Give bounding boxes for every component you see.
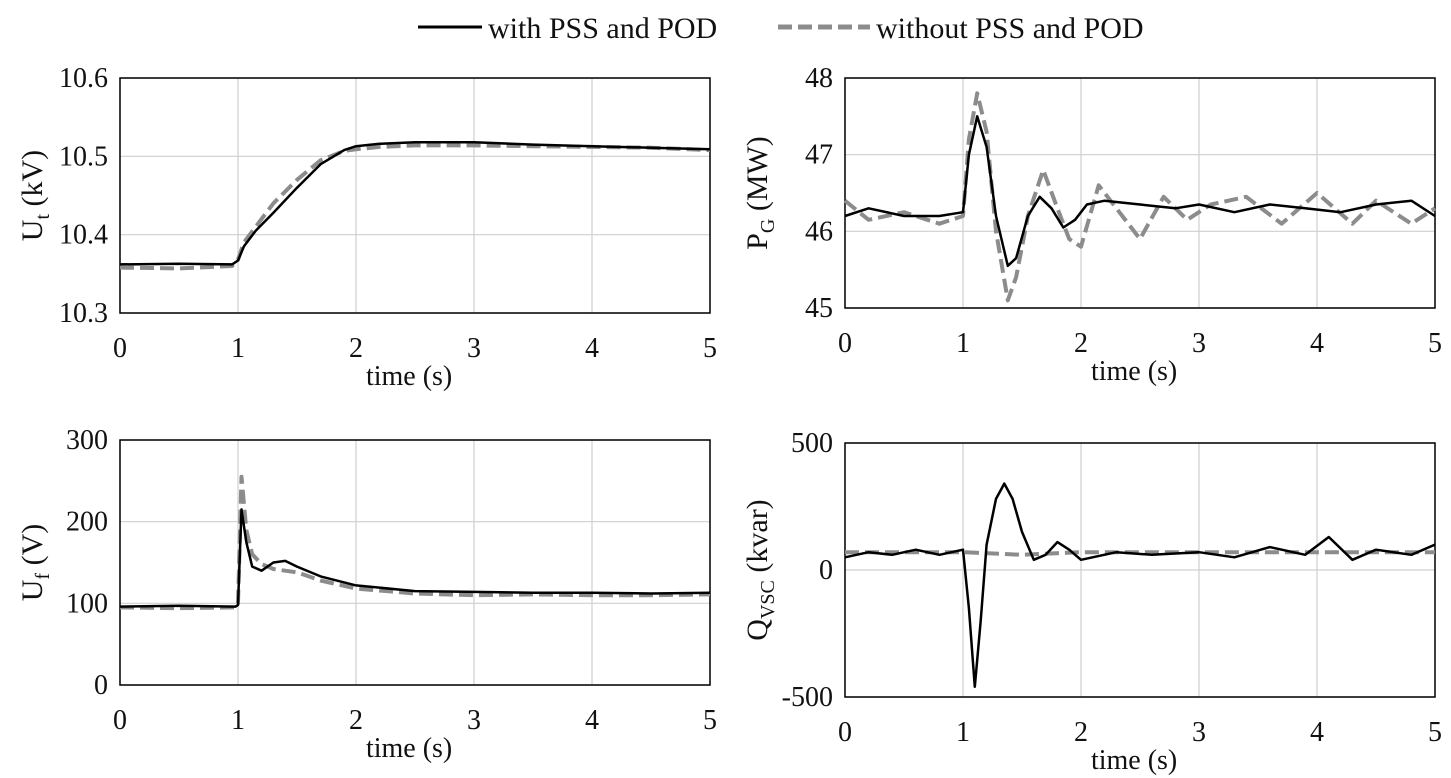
qvsc-series-with <box>844 482 1436 689</box>
qvsc-series-without <box>845 550 1435 557</box>
ut-ylabel-symbol: U <box>16 219 49 241</box>
qvsc-xtick-label: 4 <box>1310 717 1324 748</box>
qvsc-xlabel: time (s) <box>1091 745 1177 776</box>
ut-series-with <box>119 140 711 266</box>
pg-ytick-label: 45 <box>805 293 833 324</box>
uf-series-without <box>119 474 711 611</box>
qvsc-xtick-label: 1 <box>956 717 970 748</box>
qvsc-ytick-label: -500 <box>782 682 833 713</box>
pg-xtick-label: 4 <box>1310 328 1324 359</box>
ut-xtick-label: 0 <box>113 333 127 364</box>
pg-series-with <box>844 115 1436 268</box>
uf-ytick-label: 0 <box>94 670 108 701</box>
qvsc-ylabel: QVSC (kvar) <box>741 499 779 640</box>
ut-series-without <box>119 143 711 271</box>
pg-xtick-label: 5 <box>1428 328 1442 359</box>
qvsc-ylabel-symbol: Q <box>741 619 774 641</box>
pg-xlabel: time (s) <box>1091 356 1177 387</box>
pg-ytick-label: 48 <box>805 63 833 94</box>
qvsc-ylabel-subscript: VSC <box>757 580 779 619</box>
pg-xtick-label: 0 <box>838 328 852 359</box>
uf-ytick-label: 200 <box>66 507 108 538</box>
uf-ytick-label: 100 <box>66 588 108 619</box>
qvsc-xtick-label: 3 <box>1192 717 1206 748</box>
qvsc-ylabel-unit: (kvar) <box>741 499 774 580</box>
qvsc-frame <box>844 442 1436 698</box>
legend-label-with: with PSS and POD <box>488 12 717 45</box>
uf-xlabel: time (s) <box>366 733 452 764</box>
ut-ytick-label: 10.5 <box>59 141 108 172</box>
pg-xtick-label: 3 <box>1192 328 1206 359</box>
ut-ytick-label: 10.3 <box>59 298 108 329</box>
uf-xtick-label: 0 <box>113 705 127 736</box>
ut-xtick-label: 4 <box>585 333 599 364</box>
uf-xtick-label: 3 <box>467 705 481 736</box>
uf-ylabel-subscript: f <box>32 573 54 580</box>
ut-xlabel: time (s) <box>366 361 452 392</box>
pg-ylabel-symbol: P <box>741 233 774 250</box>
pg-series-without <box>843 91 1437 303</box>
uf-ylabel-symbol: U <box>16 579 49 601</box>
ut-xtick-label: 3 <box>467 333 481 364</box>
pg-ylabel-unit: (MW) <box>741 136 774 218</box>
pg-ylabel-subscript: G <box>757 219 779 233</box>
ut-xtick-label: 5 <box>703 333 717 364</box>
pg-frame <box>844 77 1436 309</box>
pg-xtick-label: 2 <box>1074 328 1088 359</box>
legend: with PSS and POD without PSS and POD <box>418 12 1144 45</box>
legend-label-without: without PSS and POD <box>876 12 1144 45</box>
ut-ytick-label: 10.6 <box>59 63 108 94</box>
uf-xtick-label: 2 <box>349 705 363 736</box>
ut-ylabel-subscript: t <box>32 214 54 220</box>
pg-ylabel: PG (MW) <box>741 136 779 250</box>
qvsc-ytick-label: 500 <box>791 428 833 459</box>
qvsc-xtick-label: 2 <box>1074 717 1088 748</box>
ut-ylabel: Ut (kV) <box>16 150 54 241</box>
uf-frame <box>119 439 711 686</box>
uf-series-with <box>119 508 711 608</box>
uf-ytick-label: 300 <box>66 425 108 456</box>
pg-ytick-label: 46 <box>805 216 833 247</box>
ut-ytick-label: 10.4 <box>59 220 108 251</box>
pg-ytick-label: 47 <box>805 140 833 171</box>
uf-ylabel-unit: (V) <box>16 524 49 573</box>
ut-xtick-label: 2 <box>349 333 363 364</box>
uf-xtick-label: 4 <box>585 705 599 736</box>
qvsc-ytick-label: 0 <box>819 555 833 586</box>
uf-xtick-label: 5 <box>703 705 717 736</box>
qvsc-xtick-label: 0 <box>838 717 852 748</box>
ut-frame <box>119 77 711 314</box>
ut-panel: 0 1 2 3 4 5 10.3 10.4 10.5 10.6 time (s) Ut (kV) <box>16 63 717 392</box>
ut-ylabel-unit: (kV) <box>16 150 49 214</box>
ut-xtick-label: 1 <box>231 333 245 364</box>
uf-xtick-label: 1 <box>231 705 245 736</box>
uf-panel: 0 1 2 3 4 5 0 100 200 300 time (s) Uf (V) <box>16 425 717 764</box>
uf-ylabel: Uf (V) <box>16 524 54 602</box>
qvsc-xtick-label: 5 <box>1428 717 1442 748</box>
pg-xtick-label: 1 <box>956 328 970 359</box>
